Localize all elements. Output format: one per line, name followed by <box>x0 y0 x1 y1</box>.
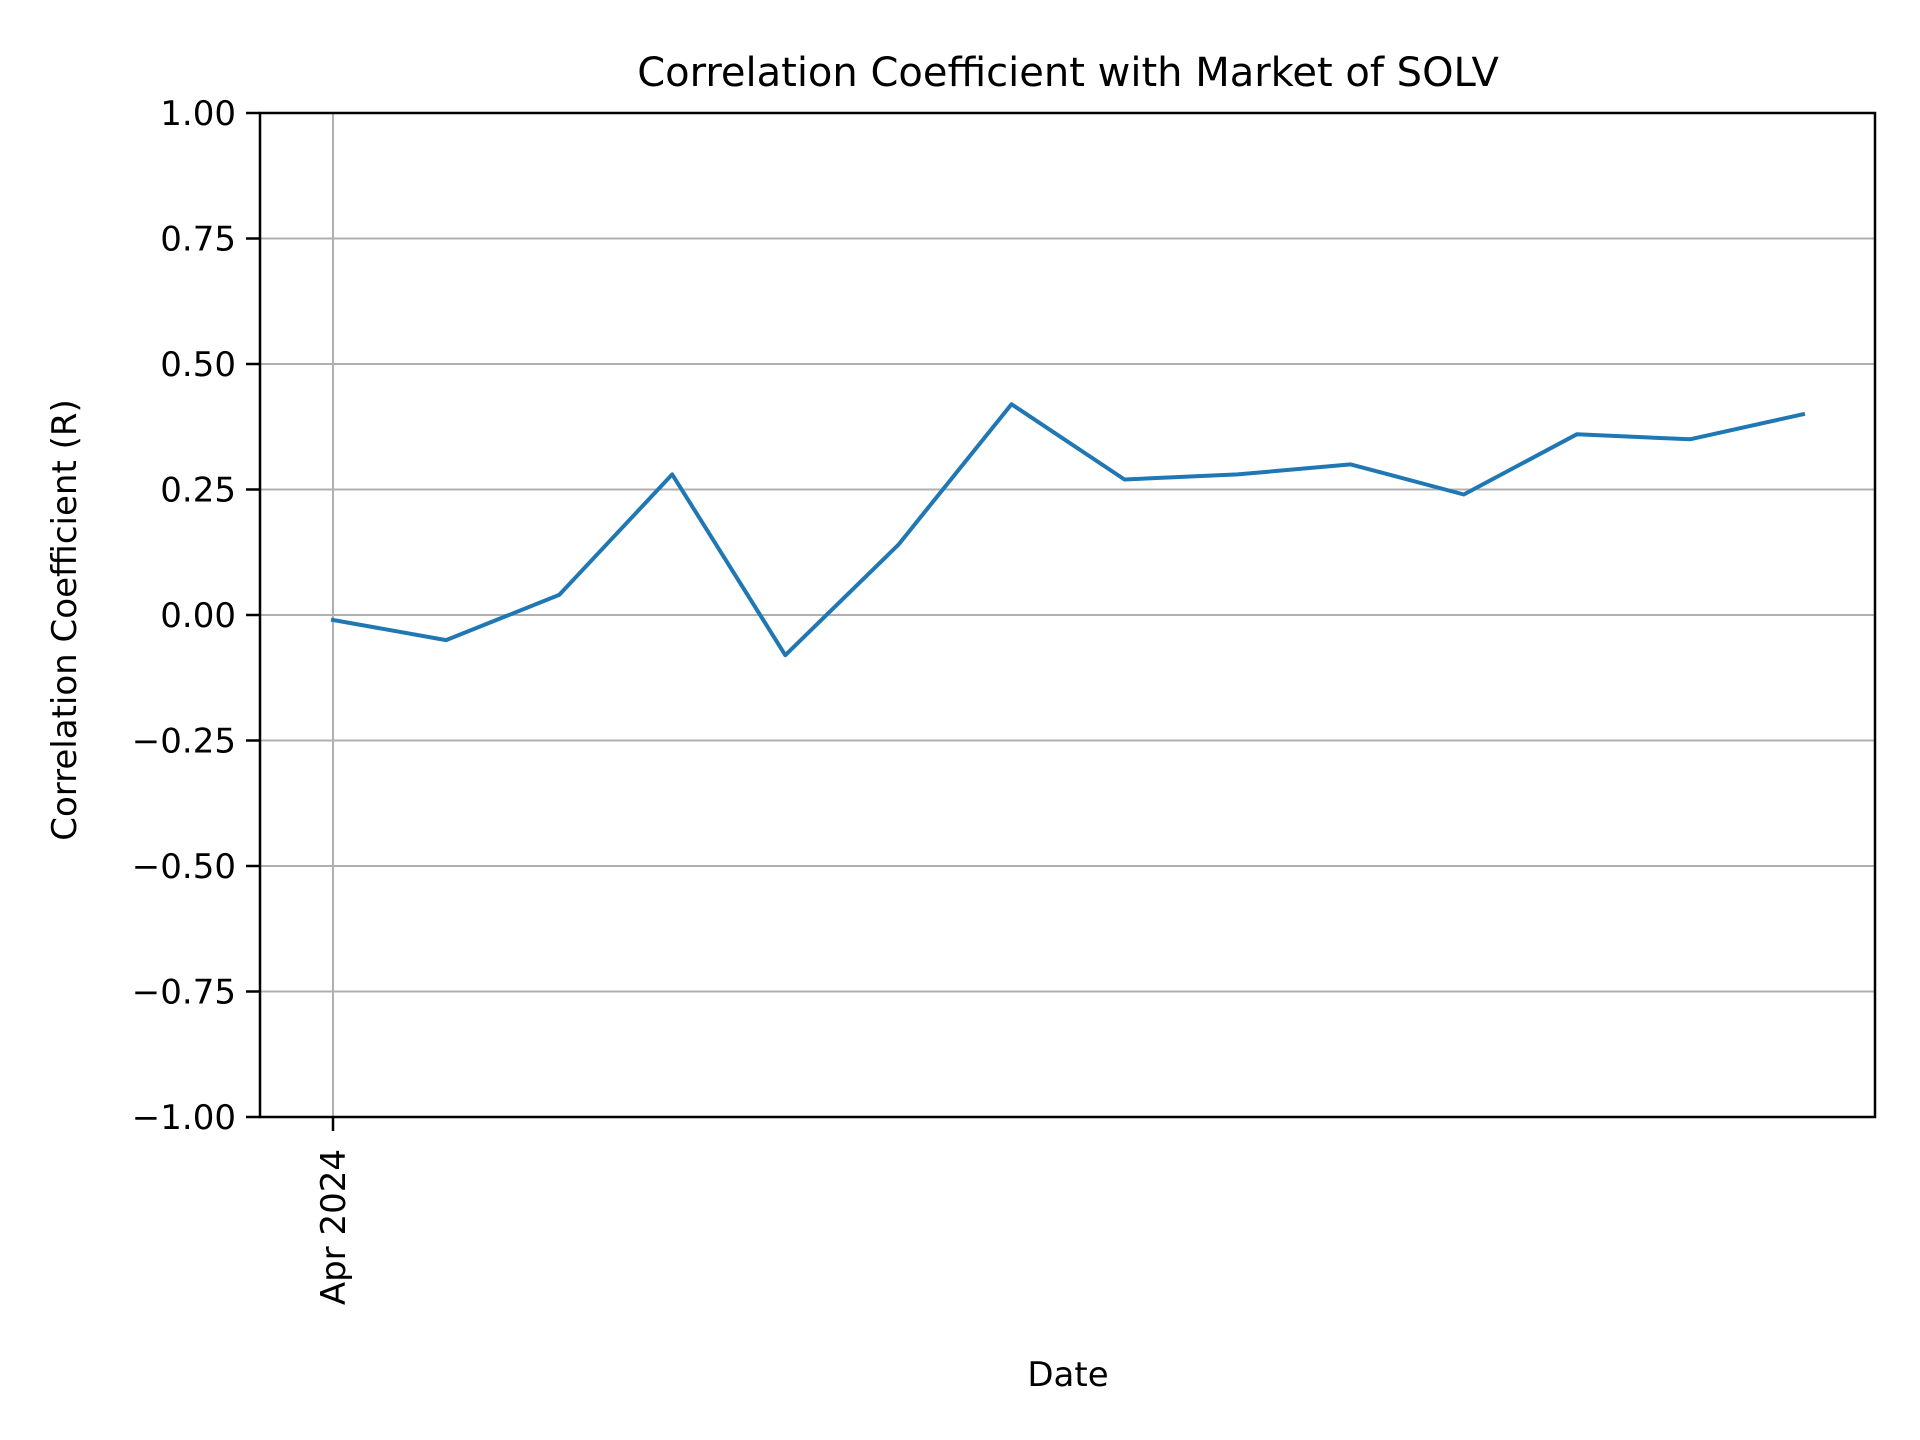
y-tick-label: −0.25 <box>132 722 236 762</box>
y-tick-label: −0.50 <box>132 847 236 887</box>
y-tick-label: 1.00 <box>160 94 236 134</box>
correlation-line <box>330 402 1806 658</box>
y-axis-ticks: 1.00 0.75 0.50 0.25 0.00 −0.25 −0.50 −0.75 −1.00 <box>132 94 260 1138</box>
x-axis-ticks: Apr 2024 <box>314 1117 354 1305</box>
plot-area: 1.00 0.75 0.50 0.25 0.00 −0.25 −0.50 −0.75 −1.00… <box>132 94 1877 1305</box>
y-tick-label: −1.00 <box>132 1098 236 1138</box>
chart-title: Correlation Coefficient with Market of S… <box>637 50 1499 96</box>
x-axis-label: Date <box>1027 1355 1108 1395</box>
y-tick-label: 0.25 <box>160 471 236 511</box>
y-tick-label: 0.00 <box>160 596 236 636</box>
x-tick-label: Apr 2024 <box>314 1149 354 1305</box>
y-axis-label: Correlation Coefficient (R) <box>45 399 85 841</box>
y-tick-label: 0.50 <box>160 345 236 385</box>
y-tick-label: 0.75 <box>160 220 236 260</box>
y-tick-label: −0.75 <box>132 973 236 1013</box>
